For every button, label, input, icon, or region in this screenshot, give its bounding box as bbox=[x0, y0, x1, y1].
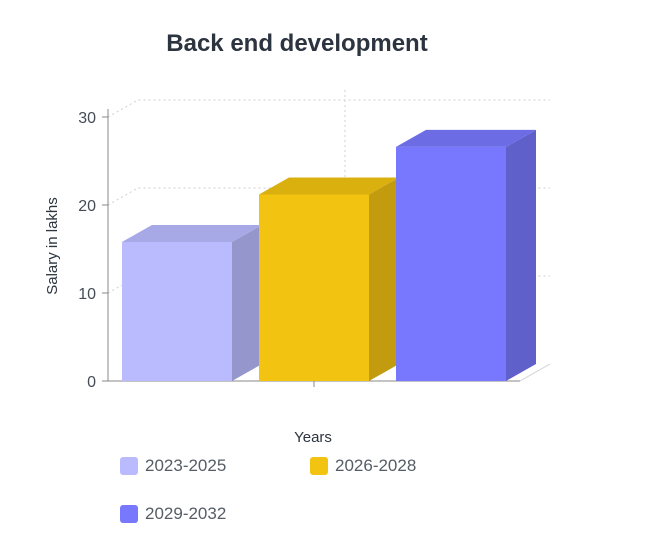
bar bbox=[122, 224, 262, 381]
bar-side bbox=[369, 177, 399, 381]
bar-top bbox=[396, 129, 536, 147]
bar-front bbox=[396, 146, 506, 381]
y-tick-label: 10 bbox=[78, 286, 96, 303]
y-tick-label: 20 bbox=[78, 198, 96, 215]
legend-item[interactable]: 2023-2025 bbox=[120, 456, 226, 476]
bar-side bbox=[506, 129, 536, 381]
bar bbox=[396, 129, 536, 381]
bar-top bbox=[122, 224, 262, 242]
axis-labels: 0 10 20 30 Years Salary in lakhs bbox=[44, 110, 332, 446]
gridline bbox=[107, 99, 550, 118]
y-tick-label: 30 bbox=[78, 110, 96, 127]
legend-item[interactable]: 2029-2032 bbox=[120, 504, 226, 524]
bars bbox=[122, 129, 536, 381]
legend-item[interactable]: 2026-2028 bbox=[310, 456, 416, 476]
x-axis-title: Years bbox=[294, 429, 332, 446]
gridline bbox=[107, 275, 550, 294]
legend-label: 2029-2032 bbox=[145, 504, 227, 523]
legend-label: 2023-2025 bbox=[145, 456, 227, 475]
legend-label: 2026-2028 bbox=[335, 456, 417, 475]
bar bbox=[259, 177, 399, 381]
bar-front bbox=[259, 194, 369, 381]
gridline bbox=[107, 187, 550, 206]
floor-edge bbox=[519, 363, 551, 382]
legend-swatch bbox=[310, 457, 328, 475]
bar-side bbox=[232, 224, 262, 381]
legend-swatch bbox=[120, 457, 138, 475]
chart-title: Back end development bbox=[166, 30, 428, 57]
bar-top bbox=[259, 177, 399, 195]
y-axis-title: Salary in lakhs bbox=[44, 197, 61, 295]
bar-front bbox=[122, 241, 232, 381]
y-tick-label: 0 bbox=[87, 374, 96, 391]
legend-swatch bbox=[120, 505, 138, 523]
